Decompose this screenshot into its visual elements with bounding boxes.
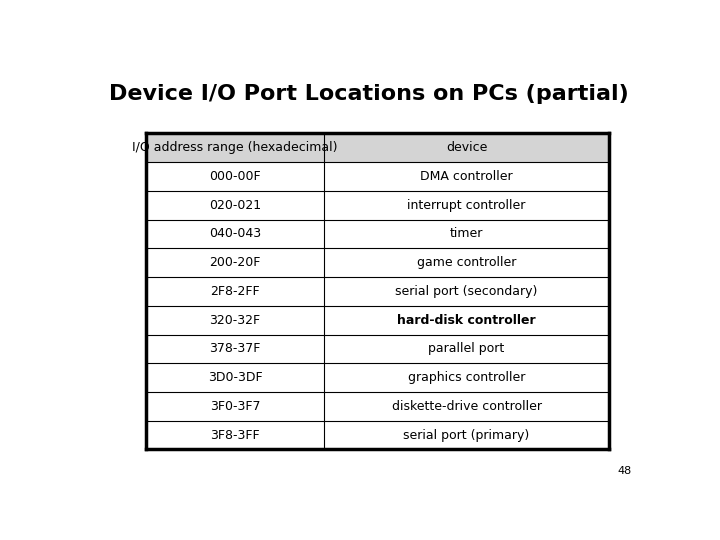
Bar	[145, 162, 609, 191]
Text: interrupt controller: interrupt controller	[408, 199, 526, 212]
Text: 3D0-3DF: 3D0-3DF	[207, 371, 262, 384]
Text: 040-043: 040-043	[209, 227, 261, 240]
Text: hard-disk controller: hard-disk controller	[397, 314, 536, 327]
Text: device: device	[446, 141, 487, 154]
Text: 320-32F: 320-32F	[210, 314, 261, 327]
Bar	[145, 421, 609, 449]
Bar	[145, 133, 609, 162]
Bar	[145, 277, 609, 306]
Bar	[145, 306, 609, 334]
Text: serial port (primary): serial port (primary)	[403, 429, 530, 442]
Text: game controller: game controller	[417, 256, 516, 269]
Text: 48: 48	[617, 467, 631, 476]
Text: serial port (secondary): serial port (secondary)	[395, 285, 538, 298]
Text: 200-20F: 200-20F	[210, 256, 261, 269]
Text: I/O address range (hexadecimal): I/O address range (hexadecimal)	[132, 141, 338, 154]
Bar	[145, 220, 609, 248]
Text: 3F8-3FF: 3F8-3FF	[210, 429, 260, 442]
Text: DMA controller: DMA controller	[420, 170, 513, 183]
Bar	[145, 248, 609, 277]
Bar	[145, 334, 609, 363]
Text: Device I/O Port Locations on PCs (partial): Device I/O Port Locations on PCs (partia…	[109, 84, 629, 104]
Text: timer: timer	[450, 227, 483, 240]
Bar	[145, 363, 609, 392]
Text: 020-021: 020-021	[209, 199, 261, 212]
Text: diskette-drive controller: diskette-drive controller	[392, 400, 541, 413]
Bar	[145, 191, 609, 220]
Text: parallel port: parallel port	[428, 342, 505, 355]
Bar	[145, 392, 609, 421]
Text: graphics controller: graphics controller	[408, 371, 525, 384]
Text: 378-37F: 378-37F	[210, 342, 261, 355]
Text: 2F8-2FF: 2F8-2FF	[210, 285, 260, 298]
Text: 3F0-3F7: 3F0-3F7	[210, 400, 260, 413]
Text: 000-00F: 000-00F	[209, 170, 261, 183]
